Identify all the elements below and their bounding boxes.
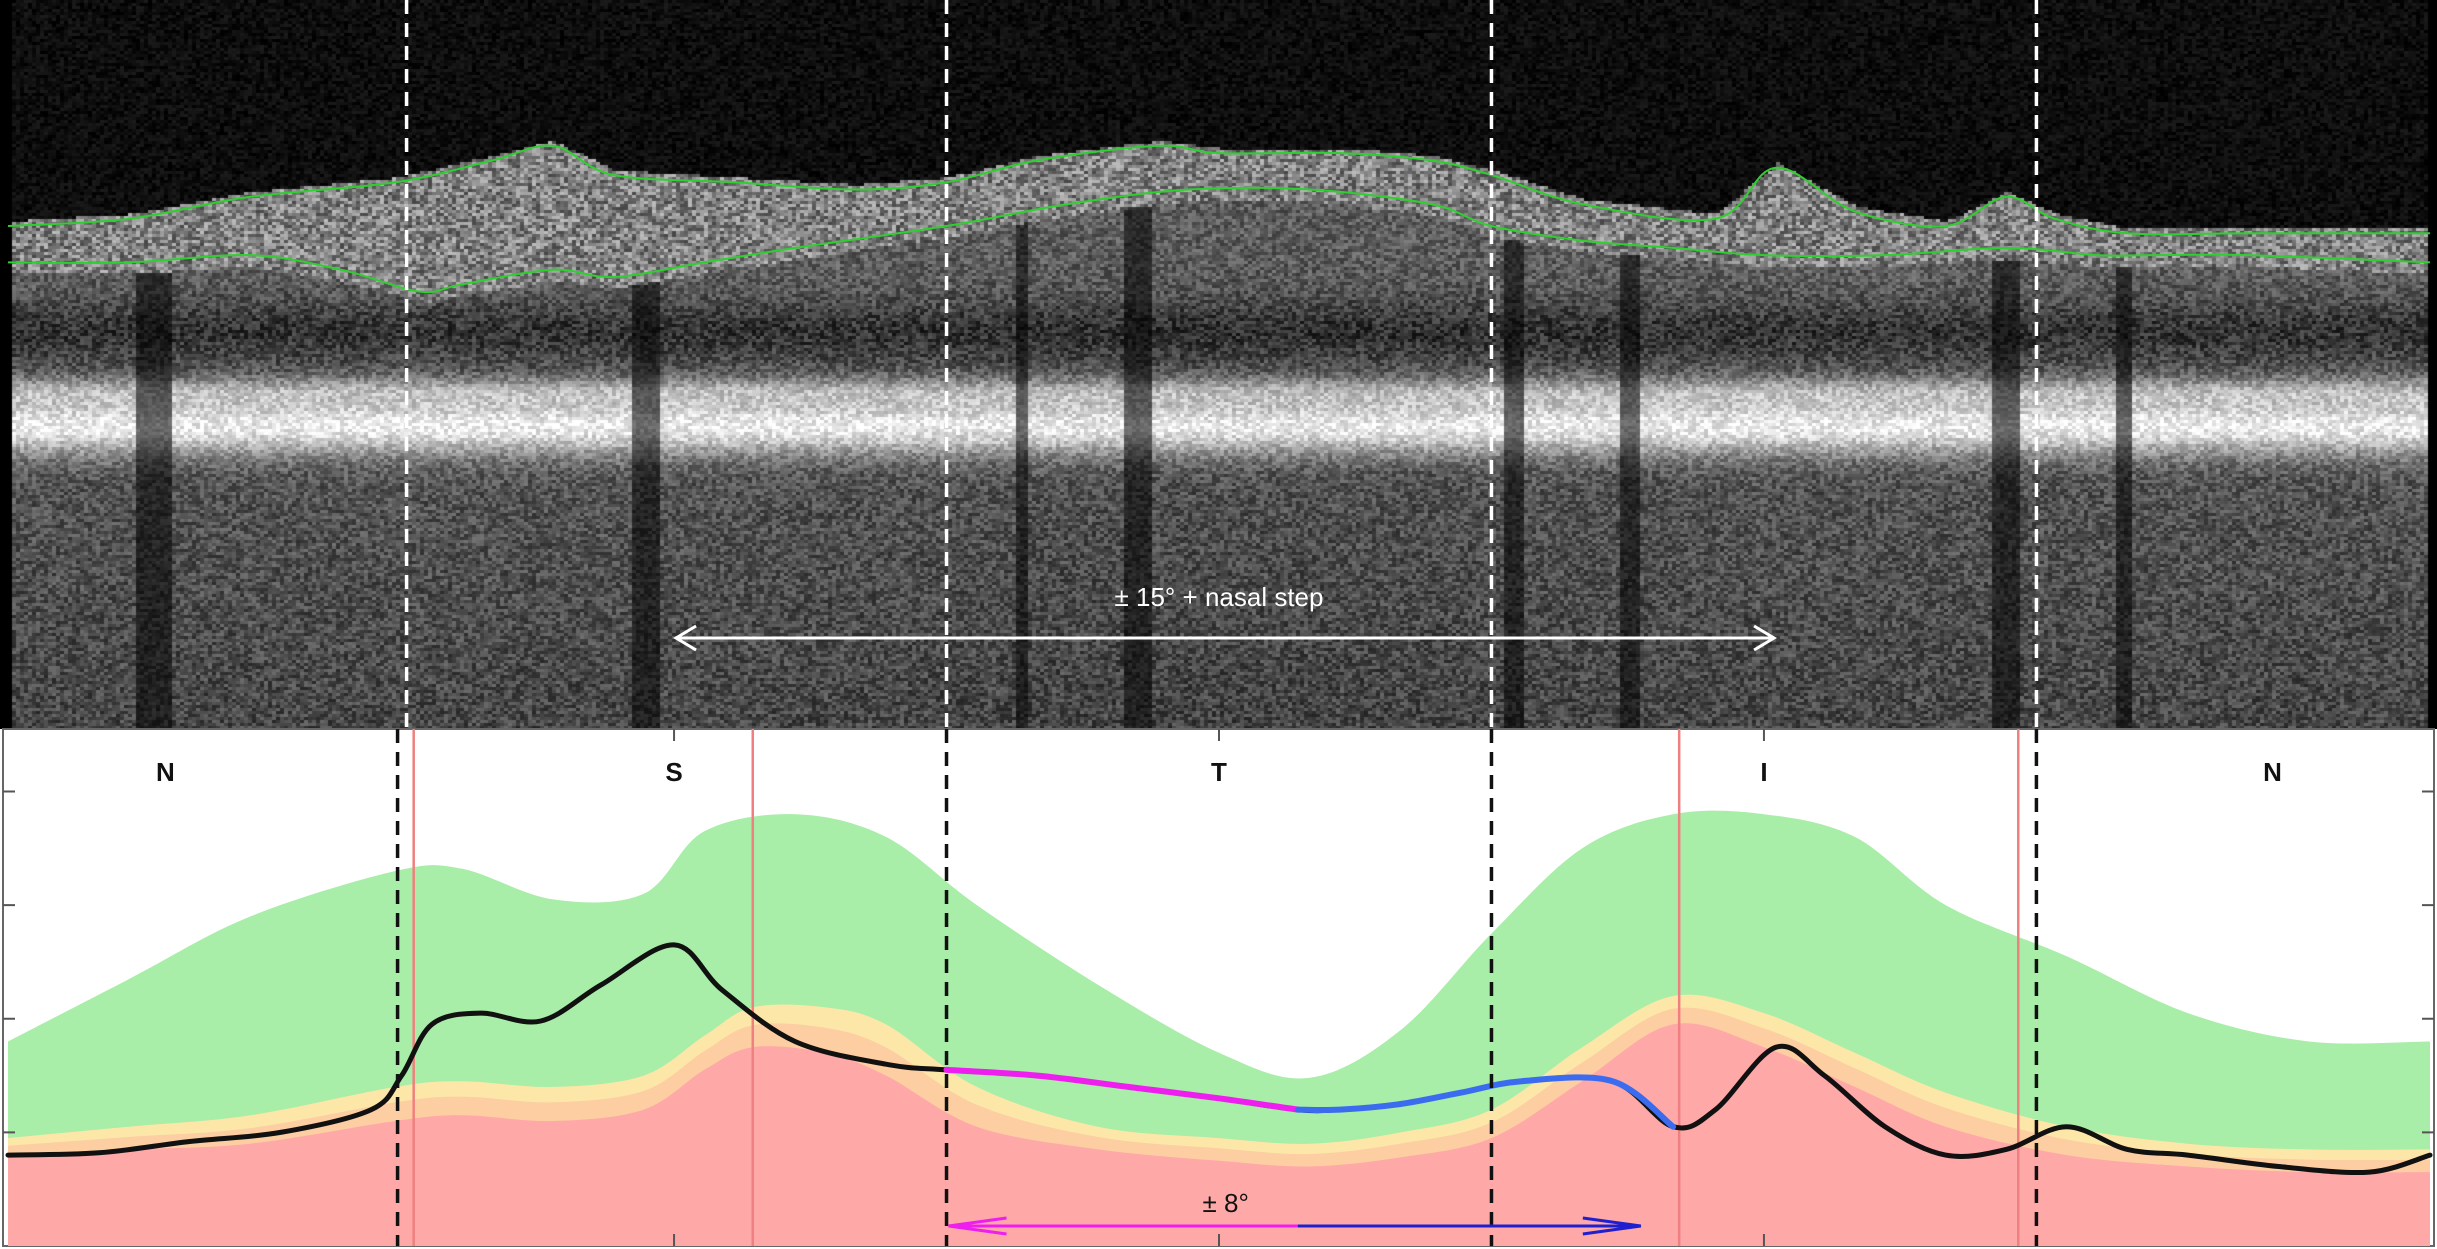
series-highlight-left [943, 1066, 1301, 1113]
range-arrowhead-right [1582, 1216, 1642, 1236]
sector-label-4: I [1760, 757, 1767, 787]
scan-range-label: ± 15° + nasal step [1115, 582, 1324, 612]
band-abnormal-top [8, 1023, 2430, 1246]
sector-label-1: N [156, 757, 175, 787]
plot-layer [5, 729, 2433, 1246]
sector-label-3: T [1211, 757, 1227, 787]
oct-overlay: ± 15° + nasal step [7, 0, 2431, 729]
oct-boundary-upper [7, 144, 2430, 236]
sector-label-2: S [665, 757, 682, 787]
range-label: ± 8° [1203, 1188, 1249, 1218]
oct-boundary-lower [7, 186, 2431, 294]
scan-range-arrowhead-left [673, 624, 697, 652]
series-highlight-right [1294, 1074, 1677, 1130]
overlay-layer: N S T I N ± 8° [3, 729, 2434, 1246]
sector-label-5: N [2263, 757, 2282, 787]
scan-range-arrowhead-right [1753, 624, 1777, 652]
range-arrowhead-left [948, 1216, 1007, 1236]
